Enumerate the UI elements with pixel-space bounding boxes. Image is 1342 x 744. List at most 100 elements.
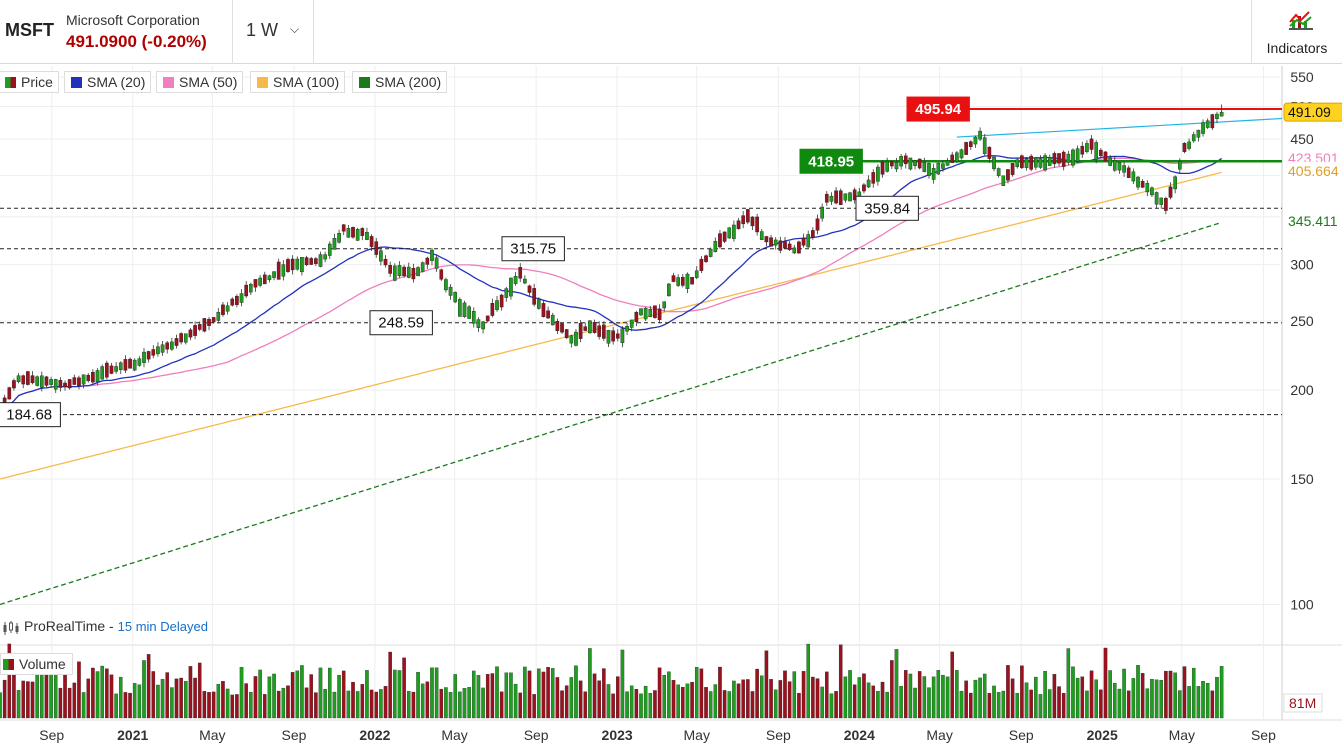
volume-bar-down (1006, 665, 1010, 719)
source-delay[interactable]: 15 min Delayed (117, 619, 208, 634)
candle-up (523, 278, 527, 284)
candle-up (95, 370, 100, 383)
candle-up (1122, 165, 1126, 173)
candle-up (100, 366, 105, 380)
candle-down (769, 237, 773, 247)
volume-bar-up (0, 692, 2, 719)
legend-sma100[interactable]: SMA (100) (250, 71, 346, 93)
volume-bar-up (458, 691, 462, 719)
candle-up (978, 130, 982, 140)
volume-bar-down (230, 694, 235, 719)
support-label-box (799, 148, 863, 174)
candles-icon (3, 621, 19, 635)
candle-up (588, 320, 592, 334)
legend-sma200[interactable]: SMA (200) (352, 71, 448, 93)
volume-bar-up (318, 667, 323, 719)
volume-bar-down (1061, 692, 1066, 719)
candle-up (481, 321, 485, 330)
volume-bar-down (769, 679, 773, 719)
candle-down (123, 359, 128, 371)
candle-up (694, 270, 699, 278)
candle-down (1126, 167, 1131, 178)
candle-up (114, 366, 118, 372)
volume-bar-down (811, 676, 815, 719)
volume-bar-down (1010, 678, 1015, 719)
candle-up (1150, 187, 1154, 196)
candle-down (7, 387, 12, 400)
x-tick-label: 2025 (1087, 727, 1118, 743)
candle-up (137, 358, 142, 366)
volume-bar-up (1201, 681, 1205, 719)
candle-up (667, 283, 671, 297)
volume-bar-up (444, 687, 448, 719)
volume-bar-up (931, 676, 936, 719)
chevron-down-icon[interactable]: ⌵ (290, 22, 300, 36)
candle-up (639, 308, 643, 316)
plot-area (0, 104, 1282, 606)
candle-up (876, 166, 880, 182)
volume-bar-up (922, 676, 927, 719)
candle-down (86, 374, 91, 382)
candle-up (295, 258, 300, 270)
candle-down (597, 325, 602, 337)
support-label: 418.95 (808, 153, 854, 170)
candle-down (801, 237, 806, 246)
volume-bar-down (86, 678, 91, 719)
candle-down (309, 258, 314, 265)
volume-bar-down (151, 671, 156, 719)
candle-down (221, 304, 225, 315)
candle-down (304, 257, 309, 266)
volume-bar-down (555, 677, 560, 719)
candle-up (397, 265, 402, 277)
volume-bar-down (21, 680, 26, 719)
candle-down (560, 323, 564, 333)
candle-down (541, 303, 546, 318)
volume-bar-down (207, 692, 211, 719)
volume-bar-up (476, 675, 481, 719)
candle-down (1010, 163, 1015, 175)
candle-up (476, 319, 481, 328)
candle-up (1136, 176, 1140, 188)
volume-bar-up (1145, 688, 1150, 719)
candle-down (490, 302, 495, 316)
volume-bar-up (792, 671, 797, 719)
x-tick-label: Sep (766, 727, 791, 743)
volume-bar-down (778, 680, 783, 719)
volume-bar-up (462, 688, 467, 719)
volume-bar-down (681, 686, 685, 719)
volume-bar-down (746, 679, 750, 719)
candle-down (764, 236, 769, 243)
candle-down (360, 228, 365, 236)
candle-down (811, 230, 815, 238)
legend-volume[interactable]: Volume (0, 653, 73, 675)
candle-up (829, 195, 834, 202)
interval-selector[interactable]: 1 W (246, 20, 279, 40)
candle-down (193, 325, 197, 336)
candle-down (592, 322, 597, 333)
candle-up (685, 273, 690, 289)
candle-up (908, 157, 913, 170)
volume-bar-down (560, 690, 564, 719)
volume-bar-down (634, 688, 639, 719)
volume-bar-down (1164, 670, 1168, 719)
volume-bar-down (825, 671, 829, 719)
volume-bar-up (978, 677, 982, 719)
candle-down (244, 284, 249, 297)
x-tick-label: May (199, 727, 225, 743)
candle-up (569, 335, 574, 344)
candle-up (1001, 175, 1006, 186)
legend-price[interactable]: Price (0, 71, 59, 93)
x-tick-label: 2022 (359, 727, 390, 743)
candle-up (773, 239, 778, 246)
indicators-button[interactable]: Indicators (1252, 0, 1342, 64)
legend-sma50[interactable]: SMA (50) (156, 71, 244, 93)
header-bar: MSFT Microsoft Corporation 491.0900 (-0.… (0, 0, 1342, 64)
volume-bar-down (750, 691, 755, 719)
legend-sma20[interactable]: SMA (20) (64, 71, 152, 93)
candle-up (453, 291, 458, 303)
candle-down (736, 220, 741, 230)
volume-bar-down (1103, 647, 1108, 719)
sma20-line (0, 155, 1222, 409)
symbol-ticker[interactable]: MSFT (5, 20, 54, 40)
